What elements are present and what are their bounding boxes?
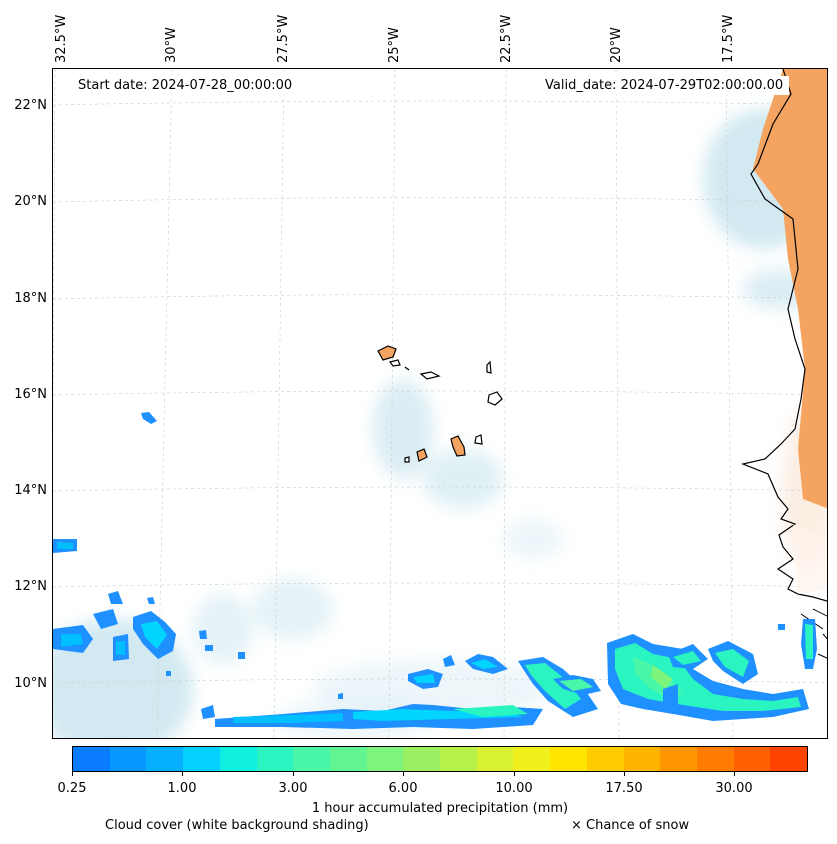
colorbar-tickmark: [403, 772, 404, 776]
lat-label-18n: 18°N: [14, 291, 47, 306]
colorbar-swatch: [550, 747, 587, 771]
colorbar-swatch: [623, 747, 661, 771]
start-date-label: Start date: 2024-07-28_00:00:00: [72, 76, 299, 95]
colorbar-swatch: [770, 747, 808, 771]
island-santiago: [450, 435, 466, 457]
lon-label-17-5w: 17.5°W: [721, 14, 736, 63]
precipitation-colorbar: [72, 746, 808, 772]
colorbar-tickmark: [514, 772, 515, 776]
colorbar-tickmark: [624, 772, 625, 776]
lon-label-32-5w: 32.5°W: [54, 14, 69, 63]
colorbar-swatch: [293, 747, 330, 771]
coastline: [740, 69, 827, 602]
island-fogo: [416, 448, 428, 462]
colorbar-tickmark: [182, 772, 183, 776]
colorbar-tick-label: 1.00: [167, 781, 197, 796]
colorbar-swatch: [366, 747, 404, 771]
island-santo-antao: [377, 345, 397, 361]
graticule: [53, 69, 827, 738]
colorbar-tick-label: 6.00: [388, 781, 418, 796]
colorbar-swatch: [733, 747, 771, 771]
colorbar-tickmark: [734, 772, 735, 776]
cloud-cover-note: Cloud cover (white background shading): [105, 818, 369, 833]
island-santa-luzia: [404, 366, 410, 371]
lat-label-10n: 10°N: [14, 676, 47, 691]
colorbar-swatch: [219, 747, 257, 771]
cape-verde-islands: [377, 345, 503, 463]
colorbar-tickmark: [293, 772, 294, 776]
colorbar-swatch: [403, 747, 441, 771]
lon-label-27-5w: 27.5°W: [276, 14, 291, 63]
colorbar-swatch: [586, 747, 624, 771]
island-sao-vicente: [388, 359, 401, 367]
island-sao-nicolau: [419, 371, 441, 380]
colorbar-title: 1 hour accumulated precipitation (mm): [311, 801, 569, 816]
colorbar-swatch: [440, 747, 477, 771]
lat-label-12n: 12°N: [14, 579, 47, 594]
lat-label-14n: 14°N: [14, 483, 47, 498]
lat-label-16n: 16°N: [14, 387, 47, 402]
lat-label-22n: 22°N: [14, 98, 47, 113]
colorbar-swatch: [513, 747, 551, 771]
colorbar-tick-label: 17.50: [605, 781, 643, 796]
map-panel[interactable]: [52, 68, 828, 739]
colorbar-swatch: [109, 747, 147, 771]
colorbar-tick-label: 3.00: [278, 781, 308, 796]
colorbar-tick-label: 0.25: [57, 781, 87, 796]
lon-label-20w: 20°W: [609, 27, 624, 63]
mainland-land-fill: [753, 69, 827, 509]
island-sal: [486, 360, 492, 374]
african-coast: [740, 69, 827, 659]
colorbar-swatch: [476, 747, 514, 771]
colorbar-tick-label: 10.00: [495, 781, 533, 796]
valid-date-label: Valid_date: 2024-07-29T02:00:00.00: [539, 76, 790, 95]
lat-label-20n: 20°N: [14, 194, 47, 209]
island-maio: [474, 434, 483, 445]
colorbar-swatch: [696, 747, 734, 771]
colorbar-swatch: [329, 747, 367, 771]
colorbar-tick-label: 30.00: [715, 781, 753, 796]
colorbar-swatch: [660, 747, 697, 771]
colorbar-swatch: [146, 747, 184, 771]
colorbar-tickmark: [72, 772, 73, 776]
precipitation-layer: [53, 412, 817, 729]
lon-label-22-5w: 22.5°W: [499, 14, 514, 63]
island-brava: [404, 456, 410, 463]
snow-legend: × Chance of snow: [571, 818, 690, 833]
colorbar-swatch: [73, 747, 110, 771]
lon-label-25w: 25°W: [387, 27, 402, 63]
colorbar-swatch: [256, 747, 294, 771]
island-boa-vista: [487, 391, 503, 406]
precip-patch-small-north: [141, 412, 157, 424]
colorbar-swatch: [183, 747, 220, 771]
map-canvas: [53, 69, 827, 738]
lon-label-30w: 30°W: [164, 27, 179, 63]
